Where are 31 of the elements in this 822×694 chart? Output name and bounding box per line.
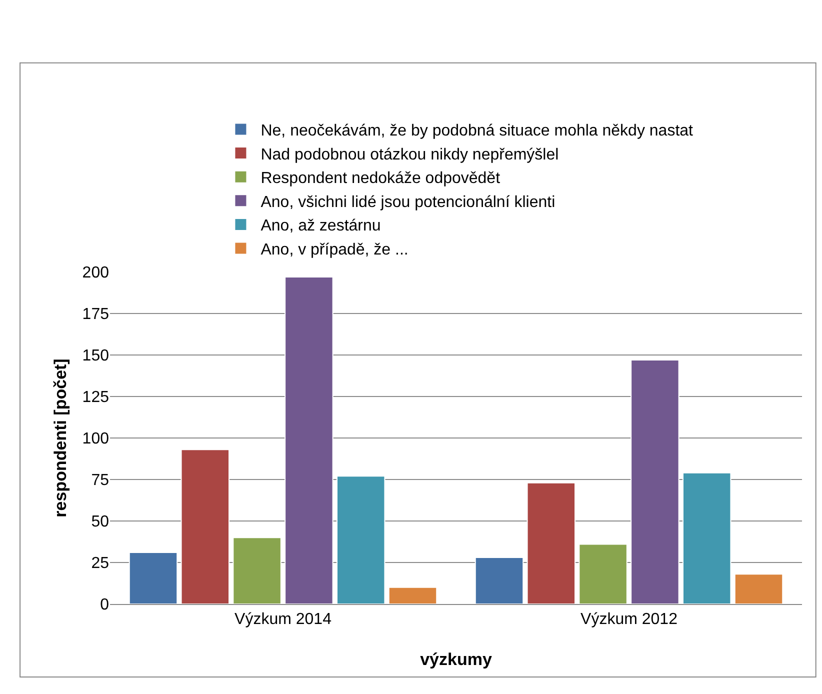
- legend-label: Ano, až zestárnu: [260, 218, 381, 235]
- bar: [284, 276, 334, 604]
- y-tick-label: 125: [82, 389, 110, 406]
- bar: [388, 586, 438, 604]
- bar: [578, 544, 628, 604]
- bar: [336, 476, 386, 604]
- y-tick-label: 0: [100, 596, 110, 614]
- x-tick-label: Výzkum 2014: [234, 611, 332, 628]
- bar: [734, 574, 784, 604]
- bar: [526, 482, 576, 604]
- bar: [682, 472, 732, 604]
- y-tick-label: 75: [91, 472, 110, 490]
- legend-label: Respondent nedokáže odpovědět: [260, 170, 501, 188]
- y-axis-title: respondenti [počet]: [51, 358, 70, 518]
- bar: [180, 449, 230, 604]
- y-tick-label: 150: [82, 348, 110, 365]
- y-tick-label: 50: [91, 514, 110, 531]
- legend-label: Ano, všichni lidé jsou potencionální klienti: [260, 194, 556, 211]
- bar: [630, 359, 680, 604]
- y-tick-label: 100: [82, 430, 110, 448]
- x-axis-title: výzkumy: [420, 650, 492, 669]
- legend-label: Nad podobnou otázkou nikdy nepřemýšlel: [260, 146, 559, 164]
- bar: [474, 557, 524, 604]
- bar: [232, 537, 282, 604]
- x-tick-label: Výzkum 2012: [580, 611, 678, 628]
- y-tick-label: 25: [91, 555, 110, 572]
- y-tick-label: 200: [82, 264, 110, 282]
- legend-label: Ano, v případě, že ...: [260, 242, 408, 258]
- bar: [128, 552, 178, 604]
- legend-label: Ne, neočekávám, že by podobná situace mohla někdy nastat: [260, 122, 694, 140]
- y-tick-label: 175: [82, 306, 110, 324]
